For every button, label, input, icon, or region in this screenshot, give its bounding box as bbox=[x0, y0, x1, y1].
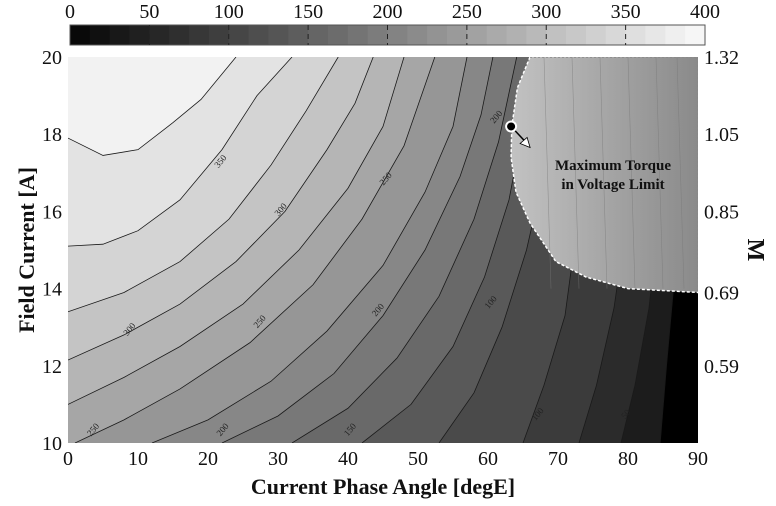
voltage-limit-boundary bbox=[510, 57, 698, 294]
colorbar-tick-label: 400 bbox=[690, 1, 720, 23]
colorbar-segment bbox=[427, 25, 448, 45]
x-axis-label: Current Phase Angle [degE] bbox=[251, 474, 515, 499]
colorbar-segment bbox=[585, 25, 607, 45]
contour-line bbox=[68, 57, 405, 405]
colorbar-segment bbox=[665, 25, 686, 45]
colorbar-segment bbox=[466, 25, 488, 45]
contour-line bbox=[221, 57, 494, 443]
voltage-region-contour bbox=[676, 57, 685, 289]
contour-line bbox=[68, 57, 339, 313]
x-tick-label: 70 bbox=[548, 448, 568, 470]
colorbar-segment bbox=[605, 25, 627, 45]
max-torque-point bbox=[505, 120, 518, 133]
colorbar-segment bbox=[89, 25, 111, 45]
colorbar-segment bbox=[347, 25, 369, 45]
x-tick-label: 90 bbox=[688, 448, 708, 470]
y-axis-label: Field Current [A] bbox=[14, 167, 39, 333]
contour-line bbox=[151, 57, 468, 443]
x-tick-label: 10 bbox=[128, 448, 148, 470]
colorbar-segment bbox=[506, 25, 528, 45]
x-tick-label: 0 bbox=[63, 448, 73, 470]
annotation-line2: in Voltage Limit bbox=[561, 177, 664, 193]
y2-tick-label: 0.59 bbox=[704, 356, 739, 378]
colorbar-segment bbox=[208, 25, 230, 45]
y2-tick-label: 1.05 bbox=[704, 124, 739, 146]
y-tick-label: 10 bbox=[42, 433, 62, 455]
colorbar-segment bbox=[526, 25, 547, 45]
colorbar-segment bbox=[129, 25, 150, 45]
colorbar-segment bbox=[228, 25, 250, 45]
colorbar-segment bbox=[149, 25, 170, 45]
colorbar-segment bbox=[169, 25, 190, 45]
y-tick-labels: 10 12 14 16 18 20 bbox=[42, 47, 62, 455]
x-tick-label: 30 bbox=[268, 448, 288, 470]
voltage-region-contour bbox=[655, 57, 664, 289]
y-tick-label: 12 bbox=[42, 356, 62, 378]
x-tick-label: 40 bbox=[338, 448, 358, 470]
colorbar-segment bbox=[407, 25, 428, 45]
y-tick-label: 16 bbox=[42, 201, 62, 223]
contour-line bbox=[74, 57, 436, 443]
y2-tick-label: 0.85 bbox=[704, 201, 739, 223]
y2-tick-label: 0.69 bbox=[704, 282, 739, 304]
colorbar-tick-label: 100 bbox=[214, 1, 244, 23]
colorbar-segment bbox=[447, 25, 468, 45]
y2-axis-label: M bbox=[742, 239, 768, 262]
colorbar-segment bbox=[367, 25, 389, 45]
contour-line bbox=[68, 57, 237, 156]
contour-line bbox=[68, 57, 293, 247]
colorbar-segment bbox=[645, 25, 666, 45]
contour-line bbox=[291, 57, 518, 443]
colorbar-tick-labels: 0 50 100 150 200 250 300 350 400 bbox=[65, 1, 720, 23]
x-tick-label: 80 bbox=[618, 448, 638, 470]
colorbar-segment bbox=[248, 25, 270, 45]
colorbar-segment bbox=[486, 25, 508, 45]
x-tick-label: 60 bbox=[478, 448, 498, 470]
voltage-region-contour bbox=[627, 57, 636, 289]
y-tick-label: 18 bbox=[42, 124, 62, 146]
colorbar-segment bbox=[268, 25, 289, 45]
voltage-region-contour bbox=[599, 57, 608, 289]
colorbar-segment bbox=[685, 25, 706, 45]
y-tick-label: 14 bbox=[42, 279, 62, 301]
x-tick-labels: 0 10 20 30 40 50 60 70 80 90 bbox=[63, 448, 708, 470]
colorbar-segment bbox=[327, 25, 349, 45]
colorbar-tick-label: 50 bbox=[139, 1, 159, 23]
colorbar-segment bbox=[308, 25, 329, 45]
annotation-arrowhead bbox=[519, 136, 531, 149]
colorbar-segment bbox=[387, 25, 408, 45]
contour-band bbox=[68, 57, 236, 156]
colorbar-segment bbox=[189, 25, 210, 45]
colorbar-segment bbox=[625, 25, 647, 45]
colorbar-segment bbox=[546, 25, 567, 45]
contour-line bbox=[68, 57, 374, 361]
colorbar-tick-label: 350 bbox=[611, 1, 641, 23]
x-tick-label: 50 bbox=[408, 448, 428, 470]
voltage-limit-region bbox=[511, 57, 698, 293]
colorbar-segment bbox=[566, 25, 587, 45]
colorbar-tick-label: 300 bbox=[531, 1, 561, 23]
y-tick-label: 20 bbox=[42, 47, 62, 69]
colorbar-tick-label: 200 bbox=[373, 1, 403, 23]
y2-tick-labels: 1.32 1.05 0.85 0.69 0.59 bbox=[704, 47, 739, 378]
colorbar-segment bbox=[288, 25, 309, 45]
colorbar-tick-label: 250 bbox=[452, 1, 482, 23]
y2-tick-label: 1.32 bbox=[704, 47, 739, 69]
voltage-region-contour bbox=[571, 57, 580, 289]
x-tick-label: 20 bbox=[198, 448, 218, 470]
colorbar-segment bbox=[109, 25, 131, 45]
colorbar bbox=[69, 24, 706, 46]
voltage-region-contour bbox=[543, 57, 552, 289]
colorbar-tick-label: 0 bbox=[65, 1, 75, 23]
colorbar-segment bbox=[70, 25, 91, 45]
annotation: Maximum Torque in Voltage Limit bbox=[505, 120, 671, 193]
annotation-line1: Maximum Torque bbox=[555, 158, 671, 174]
colorbar-tick-label: 150 bbox=[293, 1, 323, 23]
